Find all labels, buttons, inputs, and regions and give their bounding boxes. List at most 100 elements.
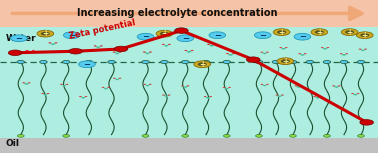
Text: Zeta potential: Zeta potential [68, 18, 136, 41]
Circle shape [11, 35, 27, 42]
Circle shape [304, 53, 307, 54]
Circle shape [207, 44, 210, 45]
Circle shape [67, 50, 70, 51]
Text: −: − [299, 32, 306, 41]
Circle shape [60, 84, 63, 85]
Text: Water: Water [6, 34, 36, 43]
Text: +: + [362, 31, 368, 40]
Circle shape [62, 60, 70, 63]
Circle shape [143, 51, 146, 53]
Text: +: + [316, 28, 322, 37]
Circle shape [70, 51, 74, 53]
Circle shape [63, 134, 70, 137]
Circle shape [266, 84, 269, 85]
Circle shape [145, 53, 150, 54]
Circle shape [149, 51, 152, 53]
Circle shape [279, 47, 282, 48]
Circle shape [272, 60, 280, 63]
Circle shape [107, 87, 110, 88]
Circle shape [323, 48, 327, 50]
Circle shape [113, 78, 116, 79]
Circle shape [358, 134, 364, 137]
Circle shape [204, 96, 206, 97]
Circle shape [181, 85, 184, 86]
Text: +: + [282, 57, 288, 66]
Circle shape [223, 87, 225, 88]
Circle shape [260, 52, 263, 53]
Circle shape [66, 84, 68, 85]
FancyBboxPatch shape [0, 0, 378, 27]
Circle shape [316, 97, 319, 99]
Circle shape [115, 79, 119, 80]
Circle shape [297, 86, 301, 88]
Circle shape [323, 60, 331, 63]
Text: +: + [42, 29, 48, 38]
Circle shape [278, 96, 282, 97]
Circle shape [290, 134, 296, 137]
Circle shape [298, 53, 301, 54]
Circle shape [357, 93, 359, 94]
Circle shape [17, 60, 25, 63]
Circle shape [306, 60, 314, 63]
Circle shape [277, 30, 286, 34]
Circle shape [324, 134, 330, 137]
Circle shape [183, 86, 187, 88]
Circle shape [364, 49, 367, 50]
Circle shape [48, 42, 51, 43]
Circle shape [181, 60, 189, 63]
Text: −: − [214, 31, 221, 40]
Circle shape [327, 47, 329, 48]
Circle shape [263, 85, 266, 86]
Circle shape [360, 33, 369, 37]
Circle shape [149, 84, 152, 85]
Circle shape [214, 44, 216, 45]
Circle shape [28, 82, 31, 83]
Circle shape [187, 51, 191, 53]
Text: Oil: Oil [6, 139, 20, 148]
Circle shape [277, 58, 294, 65]
Circle shape [108, 60, 115, 63]
Circle shape [102, 87, 104, 88]
Circle shape [113, 51, 115, 53]
Circle shape [142, 60, 149, 63]
Circle shape [81, 97, 85, 99]
Circle shape [51, 44, 55, 45]
Circle shape [114, 46, 128, 52]
Circle shape [345, 30, 354, 34]
Circle shape [342, 54, 346, 56]
Circle shape [294, 85, 297, 86]
Circle shape [62, 85, 66, 86]
Circle shape [340, 53, 342, 54]
Circle shape [119, 78, 121, 79]
Circle shape [96, 47, 100, 48]
Circle shape [356, 32, 373, 39]
FancyBboxPatch shape [0, 27, 378, 138]
Circle shape [22, 82, 25, 83]
Circle shape [142, 134, 149, 137]
Circle shape [209, 32, 226, 39]
Circle shape [228, 87, 231, 88]
Circle shape [156, 30, 173, 37]
Circle shape [115, 53, 119, 54]
Circle shape [260, 84, 263, 85]
Circle shape [162, 44, 164, 45]
Circle shape [79, 96, 82, 97]
Circle shape [85, 96, 87, 97]
Circle shape [187, 85, 189, 86]
Circle shape [191, 50, 194, 51]
Circle shape [341, 29, 358, 35]
Circle shape [345, 53, 348, 54]
Circle shape [161, 60, 168, 63]
Circle shape [263, 53, 266, 54]
Circle shape [40, 60, 47, 63]
Text: Increasing electrolyte concentration: Increasing electrolyte concentration [77, 8, 278, 18]
Circle shape [281, 59, 290, 63]
Circle shape [104, 88, 108, 90]
Circle shape [41, 93, 44, 94]
Circle shape [94, 45, 96, 47]
Circle shape [351, 93, 354, 94]
Circle shape [32, 50, 35, 51]
Circle shape [209, 45, 214, 47]
Circle shape [146, 85, 149, 86]
Circle shape [168, 44, 171, 45]
